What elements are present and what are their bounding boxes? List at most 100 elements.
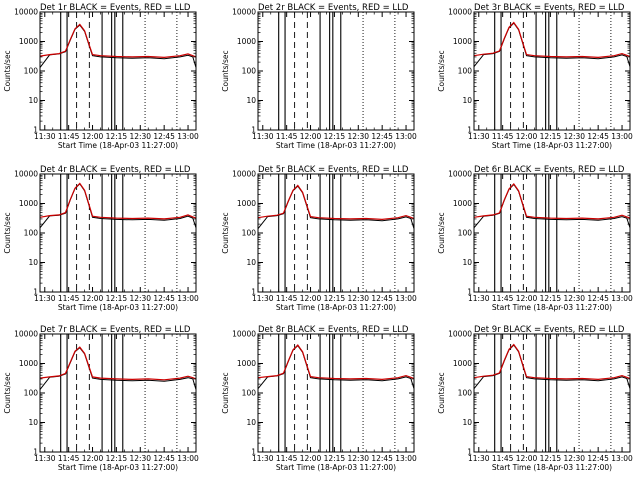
series-events-line bbox=[257, 185, 415, 230]
series-lld-line bbox=[473, 343, 631, 381]
x-tick-label: 12:15 bbox=[540, 454, 562, 463]
y-tick-label: 1000 bbox=[237, 37, 256, 46]
panel-3: Det 3r BLACK = Events, RED = LLD 1 10 100 10… bbox=[437, 3, 633, 150]
y-tick-label: 10000 bbox=[448, 8, 472, 17]
y-tick-label: 10000 bbox=[14, 8, 38, 17]
x-tick-label: 12:00 bbox=[82, 454, 104, 463]
x-tick-label: 12:45 bbox=[371, 294, 393, 303]
y-axis-label: Counts/sec bbox=[221, 212, 230, 253]
panel-title: Det 5r BLACK = Events, RED = LLD bbox=[258, 165, 409, 175]
y-tick-label: 100 bbox=[242, 229, 257, 238]
y-tick-label: 10 bbox=[462, 418, 472, 427]
x-tick-label: 13:00 bbox=[395, 132, 417, 141]
series-events-line bbox=[473, 183, 631, 229]
panel-9: Det 9r BLACK = Events, RED = LLD 1 10 100 10… bbox=[437, 325, 633, 472]
x-tick-label: 12:00 bbox=[300, 294, 322, 303]
y-tick-label: 1 bbox=[251, 448, 256, 457]
y-tick-label: 1000 bbox=[453, 199, 472, 208]
x-tick-label: 11:30 bbox=[34, 132, 56, 141]
y-tick-label: 10000 bbox=[14, 330, 38, 339]
y-tick-label: 100 bbox=[242, 67, 257, 76]
y-tick-label: 1 bbox=[33, 448, 38, 457]
x-tick-label: 12:15 bbox=[540, 132, 562, 141]
y-tick-label: 100 bbox=[24, 229, 39, 238]
panel-title: Det 8r BLACK = Events, RED = LLD bbox=[258, 325, 409, 335]
x-tick-label: 12:15 bbox=[324, 454, 346, 463]
y-tick-label: 10 bbox=[28, 418, 38, 427]
x-tick-label: 12:30 bbox=[563, 294, 585, 303]
series-lld-line bbox=[473, 182, 631, 220]
y-axis-label: Counts/sec bbox=[437, 372, 446, 413]
plot-frame bbox=[473, 333, 631, 453]
x-tick-label: 11:30 bbox=[252, 294, 274, 303]
plot-frame bbox=[473, 173, 631, 293]
plot-frame bbox=[257, 11, 415, 131]
x-tick-label: 11:45 bbox=[492, 132, 514, 141]
x-tick-label: 12:45 bbox=[587, 454, 609, 463]
x-tick-label: 12:00 bbox=[516, 294, 538, 303]
x-tick-label: 11:45 bbox=[58, 454, 80, 463]
y-axis-label: Counts/sec bbox=[437, 50, 446, 91]
x-tick-label: 11:45 bbox=[276, 294, 298, 303]
x-tick-label: 12:00 bbox=[82, 132, 104, 141]
y-tick-label: 10 bbox=[462, 258, 472, 267]
x-tick-label: 13:00 bbox=[395, 294, 417, 303]
panel-4: Det 4r BLACK = Events, RED = LLD 1 10 100 10… bbox=[3, 165, 199, 312]
y-tick-label: 10 bbox=[246, 258, 256, 267]
x-tick-label: 11:45 bbox=[492, 294, 514, 303]
panel-8: Det 8r BLACK = Events, RED = LLD 1 10 100 10… bbox=[221, 325, 417, 472]
x-tick-label: 12:30 bbox=[129, 132, 151, 141]
x-tick-label: 12:45 bbox=[371, 454, 393, 463]
x-tick-label: 13:00 bbox=[611, 132, 633, 141]
x-tick-label: 12:30 bbox=[347, 132, 369, 141]
x-tick-label: 13:00 bbox=[177, 294, 199, 303]
x-axis-label: Start Time (18-Apr-03 11:27:00) bbox=[492, 141, 612, 150]
x-tick-label: 12:30 bbox=[563, 132, 585, 141]
panel-title: Det 4r BLACK = Events, RED = LLD bbox=[40, 165, 191, 175]
y-tick-label: 100 bbox=[458, 389, 473, 398]
y-axis-label: Counts/sec bbox=[221, 50, 230, 91]
x-tick-label: 12:45 bbox=[153, 132, 175, 141]
series-lld-line bbox=[39, 182, 197, 220]
x-tick-label: 11:45 bbox=[58, 294, 80, 303]
x-tick-label: 12:30 bbox=[347, 454, 369, 463]
x-axis-label: Start Time (18-Apr-03 11:27:00) bbox=[58, 303, 178, 312]
x-axis-label: Start Time (18-Apr-03 11:27:00) bbox=[58, 141, 178, 150]
series-events-line bbox=[257, 344, 415, 390]
y-tick-label: 1000 bbox=[19, 359, 38, 368]
x-tick-label: 11:30 bbox=[252, 132, 274, 141]
y-tick-label: 10000 bbox=[232, 8, 256, 17]
y-axis-label: Counts/sec bbox=[3, 212, 12, 253]
plot-frame bbox=[39, 11, 197, 131]
y-tick-label: 10 bbox=[28, 96, 38, 105]
x-tick-label: 12:45 bbox=[587, 132, 609, 141]
y-tick-label: 10000 bbox=[448, 170, 472, 179]
panel-title: Det 6r BLACK = Events, RED = LLD bbox=[474, 165, 625, 175]
y-tick-label: 10 bbox=[246, 96, 256, 105]
x-tick-label: 12:30 bbox=[129, 294, 151, 303]
x-tick-label: 12:30 bbox=[347, 294, 369, 303]
plot-frame bbox=[473, 11, 631, 131]
series-events-line bbox=[473, 344, 631, 390]
panel-title: Det 1r BLACK = Events, RED = LLD bbox=[40, 3, 191, 13]
x-tick-label: 11:45 bbox=[492, 454, 514, 463]
plot-frame bbox=[257, 333, 415, 453]
panel-2: Det 2r BLACK = Events, RED = LLD 1 10 100 10… bbox=[221, 3, 417, 150]
y-tick-label: 10 bbox=[28, 258, 38, 267]
y-tick-label: 1 bbox=[33, 126, 38, 135]
panel-7: Det 7r BLACK = Events, RED = LLD 1 10 100 10… bbox=[3, 325, 199, 472]
x-tick-label: 13:00 bbox=[177, 454, 199, 463]
plot-frame bbox=[39, 173, 197, 293]
y-tick-label: 1 bbox=[467, 448, 472, 457]
panel-title: Det 9r BLACK = Events, RED = LLD bbox=[474, 325, 625, 335]
x-tick-label: 13:00 bbox=[177, 132, 199, 141]
panel-1: Det 1r BLACK = Events, RED = LLD 1 10 100 10… bbox=[3, 3, 199, 150]
series-events-line bbox=[39, 183, 197, 229]
y-tick-label: 1000 bbox=[237, 199, 256, 208]
y-tick-label: 100 bbox=[458, 67, 473, 76]
y-tick-label: 10 bbox=[246, 418, 256, 427]
y-tick-label: 10000 bbox=[232, 330, 256, 339]
x-tick-label: 12:00 bbox=[516, 132, 538, 141]
y-tick-label: 10000 bbox=[232, 170, 256, 179]
